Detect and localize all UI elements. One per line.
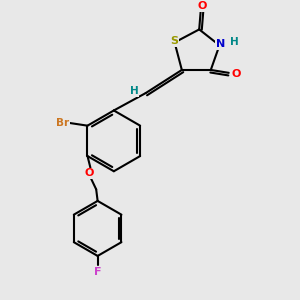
Text: H: H	[130, 86, 139, 96]
Text: O: O	[84, 168, 94, 178]
Text: Br: Br	[56, 118, 69, 128]
Text: N: N	[216, 39, 226, 49]
Text: O: O	[231, 69, 241, 79]
Text: O: O	[197, 1, 207, 11]
Text: S: S	[171, 36, 178, 46]
Text: H: H	[230, 38, 239, 47]
Text: F: F	[94, 267, 101, 277]
